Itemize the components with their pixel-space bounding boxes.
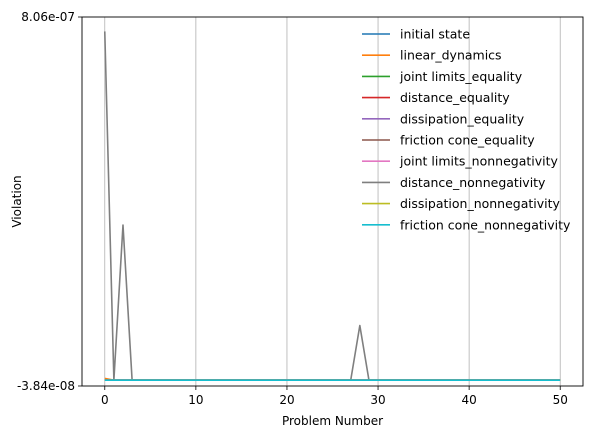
y-tick-label: 8.06e-07 <box>21 10 75 24</box>
plot-background <box>82 17 583 386</box>
legend-entry: joint limits_equality <box>399 69 523 84</box>
grid-lines <box>104 17 561 386</box>
legend-entry: joint limits_nonnegativity <box>399 154 558 169</box>
x-tick-label: 10 <box>188 393 203 407</box>
y-axis-label: Violation <box>10 175 24 227</box>
legend-entry: friction cone_equality <box>400 133 535 148</box>
x-axis-label: Problem Number <box>282 414 383 428</box>
legend-entry: dissipation_nonnegativity <box>400 196 561 211</box>
y-tick-label: -3.84e-08 <box>17 379 75 393</box>
legend-entry: dissipation_equality <box>400 111 525 126</box>
x-tick-label: 30 <box>370 393 385 407</box>
legend-entry: distance_equality <box>400 90 510 105</box>
x-axis-ticks: 0 10 20 30 40 50 <box>101 386 568 407</box>
x-tick-label: 20 <box>279 393 294 407</box>
y-axis-ticks: -3.84e-08 8.06e-07 <box>17 10 82 393</box>
legend-entry: distance_nonnegativity <box>400 175 546 190</box>
legend-entry: linear_dynamics <box>400 48 502 63</box>
plot-frame <box>81 16 584 387</box>
x-tick-label: 40 <box>461 393 476 407</box>
legend-entry: initial state <box>400 27 470 42</box>
legend-entry: friction cone_nonnegativity <box>400 217 571 232</box>
series-lines <box>103 31 561 381</box>
x-tick-label: 50 <box>553 393 568 407</box>
x-tick-label: 0 <box>101 393 109 407</box>
